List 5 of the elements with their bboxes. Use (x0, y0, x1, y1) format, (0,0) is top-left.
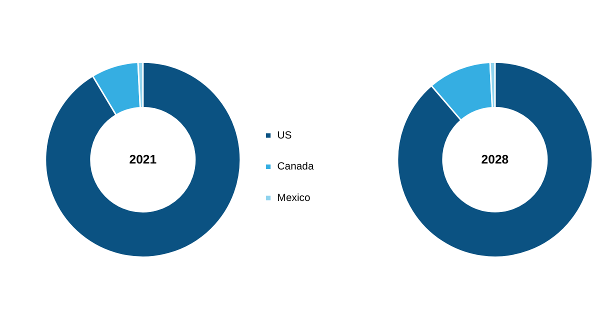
slice-label: 2028 (481, 152, 509, 166)
legend-label: US (277, 130, 292, 142)
legend-label: Mexico (277, 192, 310, 204)
legend-label: Canada (277, 162, 314, 173)
slice-label: 2021 (129, 152, 157, 166)
